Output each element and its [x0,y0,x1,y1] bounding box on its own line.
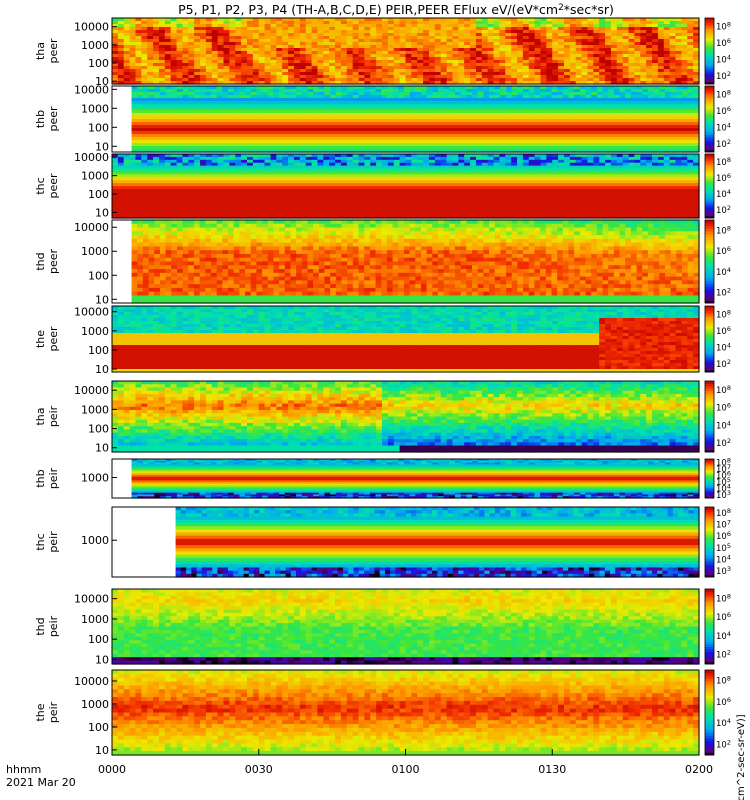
y-tick-label: 100 [88,57,109,70]
colorbar-tick-label: 106 [716,105,731,117]
colorbar-tick-label: 104 [716,53,731,65]
colorbar: 102 104 106 108 [705,86,731,153]
y-tick-label: 1000 [81,102,109,115]
y-axis-label-instrument: peer [47,106,60,132]
colorbar-tick-label: 106 [716,37,731,49]
colorbar-swatch [705,86,714,89]
y-tick-label: 1000 [81,39,109,52]
colorbar-swatch [705,18,714,21]
colorbar-tick-label: 108 [716,20,731,32]
y-tick-label: 100 [88,121,109,134]
y-axis-label-probe: tha [34,42,47,60]
colorbar-tick-label: 104 [716,121,731,133]
y-tick-label: 10000 [74,83,109,96]
colorbar-tick-label: 102 [716,70,731,82]
y-axis-label-probe: thb [34,110,47,128]
colorbar-tick-label: 108 [716,88,731,100]
colorbar: 102 104 106 108 [705,18,731,85]
colorbar-tick-label: 102 [716,138,731,150]
chart-title: P5, P1, P2, P3, P4 (TH-A,B,C,D,E) PEIR,P… [178,2,614,17]
y-tick-label: 10000 [74,21,109,34]
y-axis-label-instrument: peer [47,38,60,64]
